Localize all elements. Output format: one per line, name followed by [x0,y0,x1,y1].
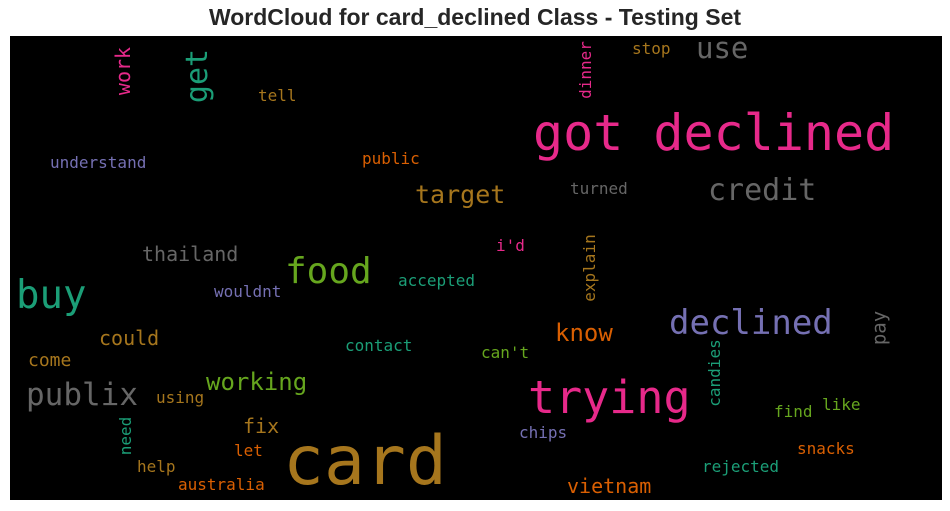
word-turned: turned [570,179,628,198]
word-publix: publix [26,377,138,413]
word-understand: understand [50,153,147,172]
word-australia: australia [178,475,265,494]
word-vietnam: vietnam [567,474,652,498]
word-dinner: dinner [576,41,595,99]
word-contact: contact [345,336,413,355]
word-got-declined: got declined [533,104,895,162]
word-buy: buy [16,273,87,318]
word-card: card [283,422,447,500]
word-tell: tell [258,86,297,105]
word-target: target [415,180,506,209]
word-like: like [822,395,861,414]
word-thailand: thailand [142,242,239,266]
word-use: use [696,36,749,65]
word-chips: chips [519,423,568,442]
word-explain: explain [580,234,599,302]
word-fix: fix [243,414,280,438]
word-find: find [774,402,813,421]
word-stop: stop [632,39,671,58]
word-candies: candies [705,339,724,407]
word-let: let [234,441,263,460]
word-help: help [137,457,176,476]
word-food: food [285,251,372,292]
word-get: get [180,48,215,104]
word-working: working [206,368,308,396]
word-declined: declined [669,303,833,343]
word-cant: can't [481,343,530,362]
word-id: i'd [496,236,525,255]
page-title: WordCloud for card_declined Class - Test… [208,4,742,30]
word-work: work [111,46,135,96]
word-cloud-canvas: got declined card trying buy declined fo… [10,36,942,500]
word-using: using [156,388,205,407]
word-need: need [116,416,135,456]
word-pay: pay [868,310,891,346]
word-rejected: rejected [702,457,780,476]
word-know: know [555,319,613,347]
word-come: come [28,350,72,371]
word-credit: credit [708,173,817,208]
word-trying: trying [528,371,691,424]
word-could: could [99,326,160,350]
word-accepted: accepted [398,271,476,290]
word-public: public [362,149,420,168]
word-wouldnt: wouldnt [214,282,282,301]
word-snacks: snacks [797,439,855,458]
